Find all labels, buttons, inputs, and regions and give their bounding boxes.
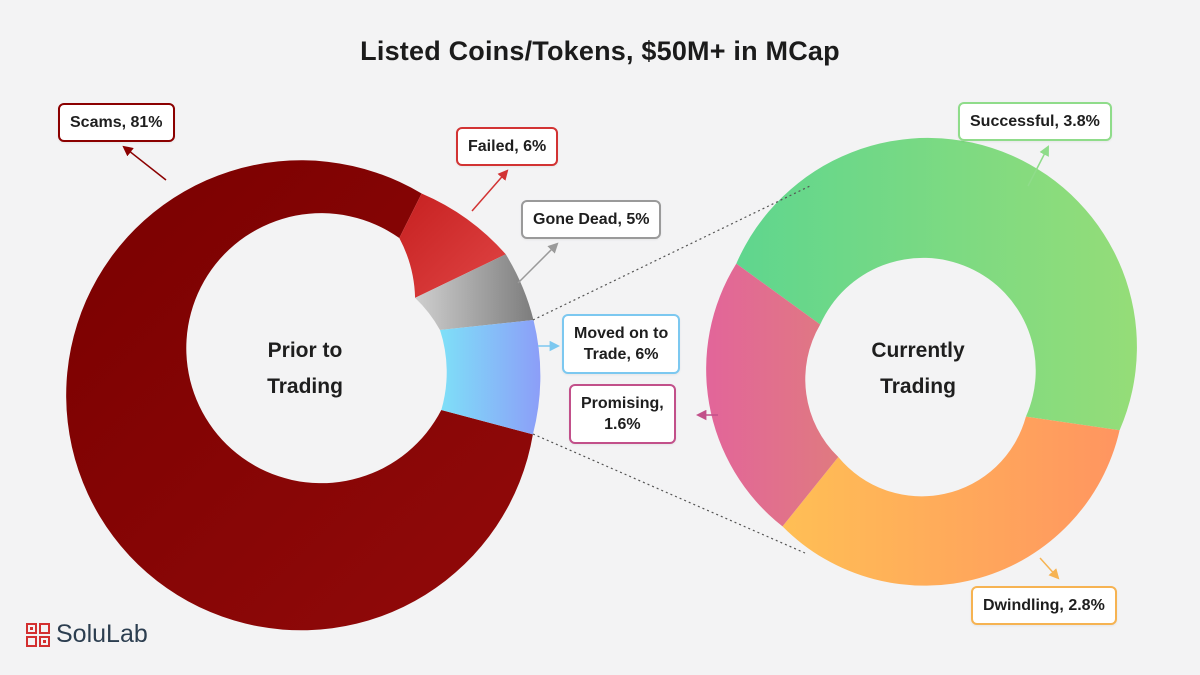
slice-promising xyxy=(706,263,839,527)
solulab-logo: SoluLab xyxy=(26,620,148,649)
center-label-current-line2: Trading xyxy=(880,375,956,398)
connector-top xyxy=(532,184,813,321)
leader-dwindling xyxy=(1039,557,1060,580)
center-label-prior-line1: Prior to xyxy=(267,339,343,362)
callout-dwindling: Dwindling, 2.8% xyxy=(971,586,1117,625)
callout-moved-line2: Trade, 6% xyxy=(583,346,659,363)
callout-successful: Successful, 3.8% xyxy=(958,102,1112,141)
solulab-logo-text: SoluLab xyxy=(56,620,148,648)
slice-successful xyxy=(736,137,1137,431)
callout-gone-dead: Gone Dead, 5% xyxy=(521,200,662,239)
leader-scams xyxy=(122,145,167,181)
callout-moved-on-to-trade: Moved on to Trade, 6% xyxy=(562,314,681,374)
center-label-prior-line2: Trading xyxy=(267,375,343,398)
callout-promising: Promising, 1.6% xyxy=(569,384,676,444)
leader-failed xyxy=(471,169,509,212)
solulab-logo-mark-icon xyxy=(26,622,50,647)
chart-title: Listed Coins/Tokens, $50M+ in MCap xyxy=(360,36,840,66)
slice-failed xyxy=(399,193,506,298)
callout-failed: Failed, 6% xyxy=(456,127,559,166)
donut-currently-trading xyxy=(706,137,1137,586)
center-label-current: Currently Trading xyxy=(818,333,1018,405)
leader-gone-dead xyxy=(517,242,559,284)
callout-moved-line1: Moved on to xyxy=(574,325,669,342)
leader-successful xyxy=(1027,145,1049,187)
callout-promising-line2: 1.6% xyxy=(604,416,641,433)
slice-gone-dead xyxy=(415,254,534,330)
center-label-current-line1: Currently xyxy=(871,339,965,362)
slice-moved-on-to-trade xyxy=(440,320,541,435)
callout-scams: Scams, 81% xyxy=(58,103,175,142)
slice-dwindling xyxy=(782,416,1120,586)
center-label-prior: Prior to Trading xyxy=(205,333,405,405)
callout-promising-line1: Promising, xyxy=(581,395,664,412)
donut-prior-to-trading xyxy=(66,160,541,631)
slice-scams xyxy=(66,160,533,631)
